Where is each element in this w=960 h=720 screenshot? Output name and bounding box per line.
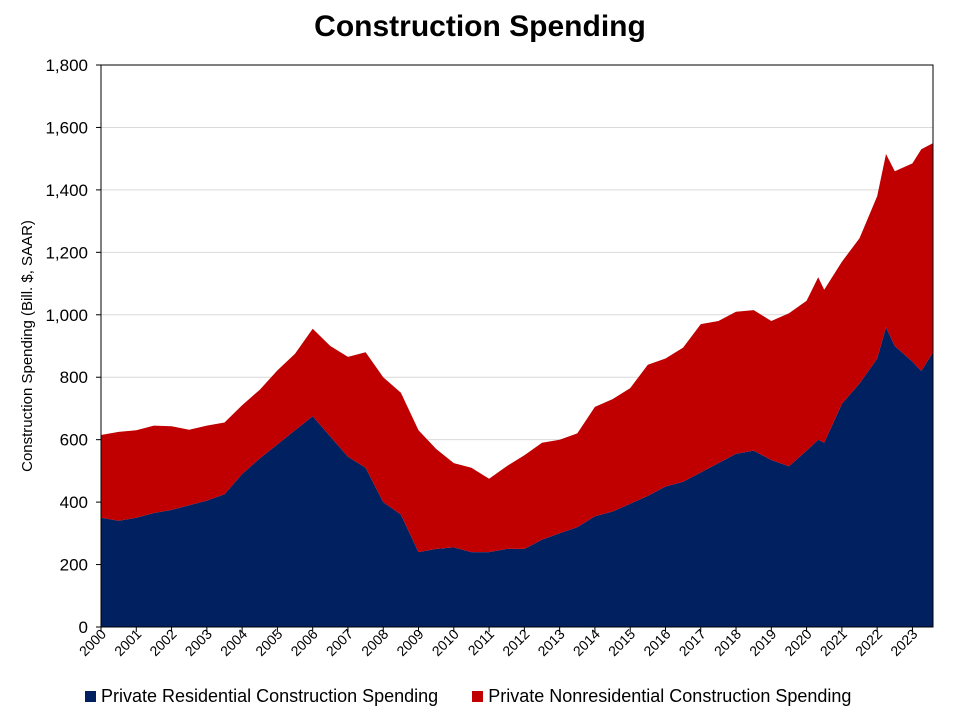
x-tick-label: 2023 xyxy=(887,626,920,659)
legend-swatch-residential xyxy=(85,691,96,702)
x-tick-label: 2016 xyxy=(640,626,673,659)
y-tick-label: 200 xyxy=(60,556,88,575)
x-tick-label: 2017 xyxy=(676,626,709,659)
x-tick-label: 2001 xyxy=(111,626,144,659)
x-tick-label: 2008 xyxy=(358,626,391,659)
legend-item-nonresidential: Private Nonresidential Construction Spen… xyxy=(472,686,851,707)
legend-label-nonresidential: Private Nonresidential Construction Spen… xyxy=(488,686,852,706)
legend: Private Residential Construction Spendin… xyxy=(85,686,945,707)
x-tick-label: 2012 xyxy=(499,626,532,659)
y-tick-label: 1,400 xyxy=(45,181,88,200)
chart-title: Construction Spending xyxy=(314,10,646,43)
x-tick-label: 2005 xyxy=(252,626,285,659)
x-tick-label: 2019 xyxy=(746,626,779,659)
legend-swatch-nonresidential xyxy=(472,691,484,702)
legend-item-residential: Private Residential Construction Spendin… xyxy=(85,686,438,707)
y-tick-label: 1,000 xyxy=(45,306,88,325)
legend-label-residential: Private Residential Construction Spendin… xyxy=(101,686,439,706)
plot-frame xyxy=(100,64,934,628)
x-tick-label: 2011 xyxy=(465,626,498,659)
y-tick-label: 1,800 xyxy=(45,56,88,75)
x-tick-label: 2007 xyxy=(323,626,356,659)
y-tick-label: 400 xyxy=(60,493,88,512)
x-tick-label: 2021 xyxy=(817,626,850,659)
x-tick-label: 2006 xyxy=(287,626,320,659)
y-tick-label: 800 xyxy=(60,368,88,387)
x-tick-label: 2013 xyxy=(534,626,567,659)
x-tick-label: 2004 xyxy=(217,626,250,659)
series-area-nonresidential xyxy=(101,143,933,553)
y-axis-label: Construction Spending (Bill. $, SAAR) xyxy=(19,220,36,472)
x-tick-label: 2010 xyxy=(429,626,462,659)
area-layer xyxy=(101,143,933,627)
x-tick-label: 2022 xyxy=(852,626,885,659)
x-tick-label: 2015 xyxy=(605,626,638,659)
y-tick-label: 600 xyxy=(60,431,88,450)
x-tick-label: 2020 xyxy=(781,626,814,659)
x-tick-label: 2014 xyxy=(570,626,603,659)
x-tick-label: 2018 xyxy=(711,626,744,659)
y-tick-label: 1,600 xyxy=(45,118,88,137)
y-tick-label: 1,200 xyxy=(45,243,88,262)
x-tick-label: 2002 xyxy=(146,626,179,659)
y-tick-label: 0 xyxy=(79,618,88,637)
series-area-residential xyxy=(101,327,933,627)
x-tick-label: 2003 xyxy=(182,626,215,659)
x-tick-label: 2009 xyxy=(393,626,426,659)
